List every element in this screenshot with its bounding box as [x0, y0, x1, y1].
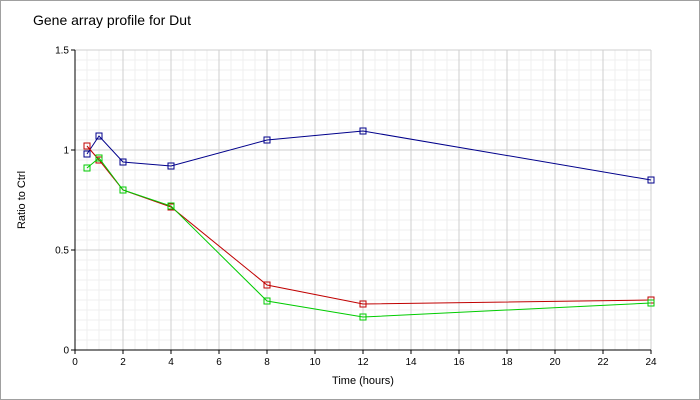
x-tick-label: 22: [597, 357, 609, 368]
series-2: [83, 154, 655, 321]
x-axis-label: Time (hours): [332, 375, 394, 387]
data-point-marker: [167, 162, 175, 170]
series-0: [83, 127, 655, 184]
data-point-marker: [263, 297, 271, 305]
series-line: [86, 130, 652, 181]
x-tick-label: 14: [405, 357, 417, 368]
x-tick-label: 18: [501, 357, 513, 368]
chart-title: Gene array profile for Dut: [33, 12, 191, 28]
x-tick-label: 10: [309, 357, 321, 368]
data-point-marker: [167, 202, 175, 210]
y-axis-label: Ratio to Ctrl: [16, 171, 28, 229]
y-tick-label: 1.5: [55, 46, 69, 57]
data-point-marker: [119, 186, 127, 194]
data-point-marker: [647, 299, 655, 307]
series-line: [86, 157, 652, 318]
y-tick-label: 0.5: [55, 246, 69, 257]
x-tick-label: 4: [168, 357, 174, 368]
data-point-marker: [359, 313, 367, 321]
data-point-marker: [83, 142, 91, 150]
x-tick-label: 20: [549, 357, 561, 368]
data-point-marker: [359, 127, 367, 135]
y-tick-label: 1: [63, 146, 69, 157]
x-tick-label: 12: [357, 357, 369, 368]
data-point-marker: [263, 281, 271, 289]
series-line: [86, 145, 652, 305]
series-layer: [83, 127, 655, 321]
x-tick-label: 6: [216, 357, 222, 368]
x-tick-label: 24: [645, 357, 657, 368]
x-tick-label: 2: [120, 357, 126, 368]
grid: [74, 49, 652, 351]
data-point-marker: [95, 154, 103, 162]
data-point-marker: [95, 132, 103, 140]
x-tick-label: 8: [264, 357, 270, 368]
data-point-marker: [263, 136, 271, 144]
data-point-marker: [359, 300, 367, 308]
data-point-marker: [647, 176, 655, 184]
data-point-marker: [83, 150, 91, 158]
data-point-marker: [83, 164, 91, 172]
data-point-marker: [119, 158, 127, 166]
y-tick-label: 0: [63, 346, 69, 357]
x-tick-label: 0: [72, 357, 78, 368]
x-tick-label: 16: [453, 357, 465, 368]
